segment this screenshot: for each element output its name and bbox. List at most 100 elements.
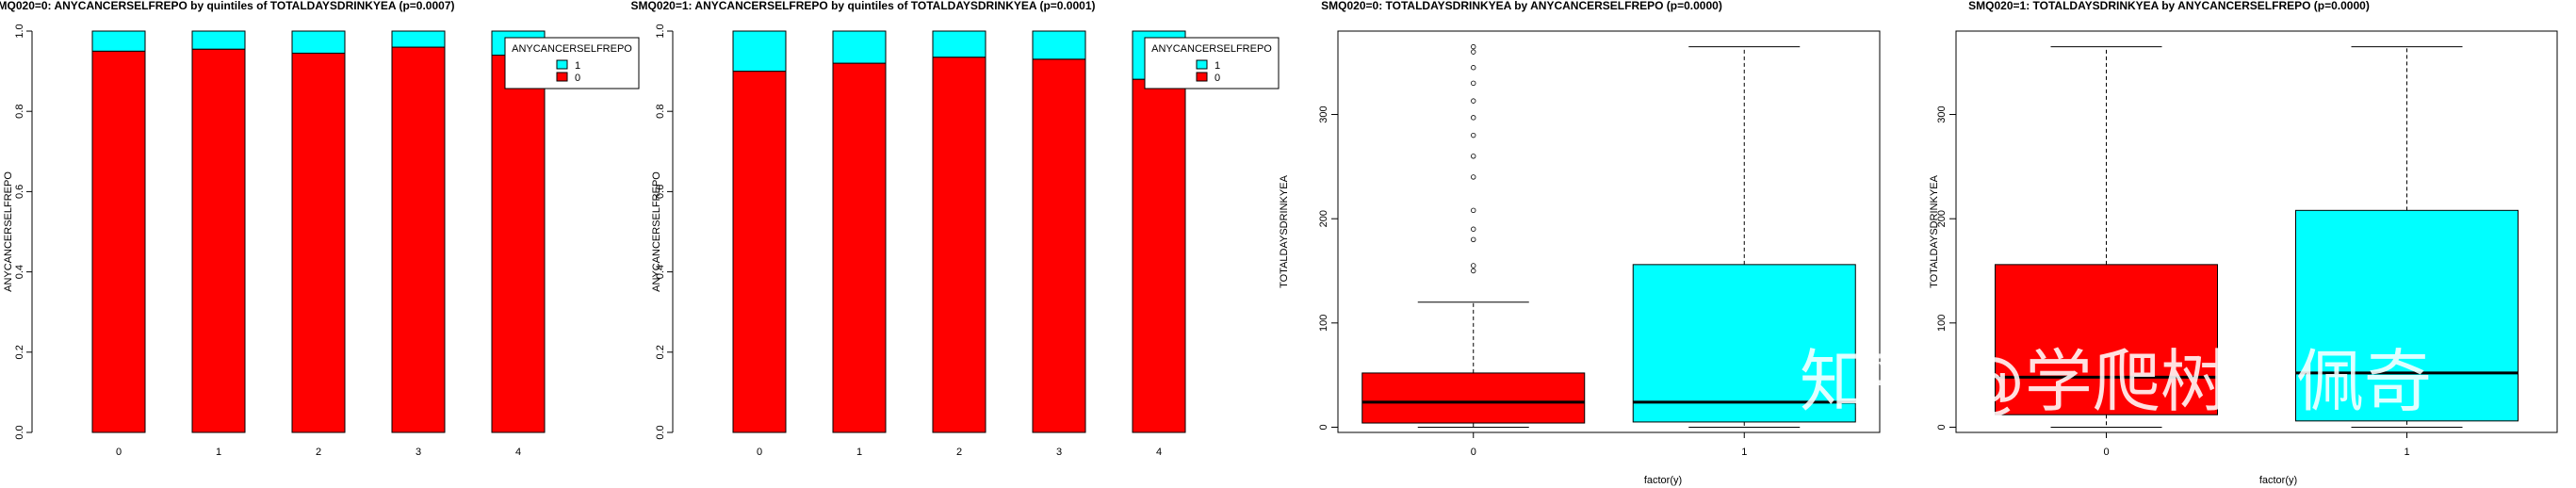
bar-segment-0 [91,50,146,433]
bar-segment-1 [291,30,346,54]
outlier-point [1471,174,1476,180]
box-0 [1995,264,2218,415]
y-tick-label: 100 [1936,315,1948,332]
y-tick-label: 1.0 [14,24,25,38]
outlier-point [1471,43,1476,50]
chart-title: SMQ020=1: ANYCANCERSELFREPO by quintiles… [631,0,1096,12]
x-tick-label: 2 [316,447,321,458]
bar-segment-0 [1032,58,1086,433]
legend-title: ANYCANCERSELFREPO [1151,43,1272,55]
y-tick-label: 100 [1318,315,1329,332]
box-1 [2295,209,2519,422]
bar-segment-0 [1132,78,1186,433]
outlier-point [1471,207,1476,214]
outlier-point [1471,236,1476,242]
chart-panel-2: SMQ020=1: ANYCANCERSELFREPO by quintiles… [631,0,1280,458]
outlier-point [1471,268,1476,274]
outlier-point [1471,154,1476,159]
y-axis-label: TOTALDAYSDRINKYEA [1929,174,1940,287]
y-tick-label: 0.2 [14,345,25,359]
outlier-point [1471,49,1476,55]
bar-segment-0 [732,71,787,433]
x-axis-label: factor(y) [1644,475,1682,486]
x-axis-label: factor(y) [2259,475,2297,486]
y-tick-label: 200 [1936,210,1948,227]
legend-entry: 1 [1215,60,1220,72]
legend-swatch [1196,72,1208,82]
chart-title: SMQ020=1: TOTALDAYSDRINKYEA by ANYCANCER… [1968,0,2370,12]
x-tick-label: 0 [116,447,122,458]
chart-panel-4: SMQ020=1: TOTALDAYSDRINKYEA by ANYCANCER… [1929,0,2558,486]
bar-segment-1 [732,30,787,73]
outlier-point [1471,226,1476,232]
x-tick-label: 4 [515,447,521,458]
x-tick-label: 1 [1741,447,1747,458]
x-tick-label: 1 [856,447,862,458]
y-tick-label: 0.6 [14,185,25,199]
outlier-point [1471,263,1476,268]
y-tick-label: 0 [1936,424,1948,430]
box-0 [1361,372,1586,424]
bar-segment-1 [1032,30,1086,60]
bar-segment-1 [91,30,146,52]
chart-title: SMQ020=0: ANYCANCERSELFREPO by quintiles… [0,0,454,12]
outlier-point [1471,98,1476,104]
bar-segment-0 [291,52,346,433]
watermark-text: 知乎 @学爬树的佩奇 [1800,342,2432,421]
x-tick-label: 1 [216,447,221,458]
legend-entry: 0 [575,73,580,84]
plot-frame [1337,30,1881,433]
x-tick-label: 0 [2103,447,2109,458]
bar-segment-1 [391,30,446,48]
y-tick-label: 0.6 [655,185,666,199]
outlier-point [1471,80,1476,87]
y-tick-label: 300 [1318,106,1329,122]
bar-segment-1 [191,30,246,50]
legend-entry: 0 [1215,73,1220,84]
y-tick-label: 0 [1318,424,1329,430]
outlier-point [1471,115,1476,121]
bar-segment-0 [391,46,446,433]
legend-entry: 1 [575,60,580,72]
y-tick-label: 0.0 [14,425,25,439]
bar-segment-0 [491,55,546,433]
chart-panel-3: SMQ020=0: TOTALDAYSDRINKYEA by ANYCANCER… [1279,0,1881,486]
legend-swatch [556,72,568,82]
x-tick-label: 3 [416,447,421,458]
y-tick-label: 200 [1318,210,1329,227]
legend-swatch [556,59,568,70]
legend-box [504,37,640,89]
chart-panel-1: SMQ020=0: ANYCANCERSELFREPO by quintiles… [0,0,640,458]
legend-title: ANYCANCERSELFREPO [512,43,632,55]
y-tick-label: 0.0 [655,425,666,439]
y-tick-label: 0.8 [14,105,25,119]
legend-swatch [1196,59,1208,70]
bar-segment-0 [832,62,887,433]
x-tick-label: 0 [1471,447,1476,458]
y-tick-label: 0.2 [655,345,666,359]
bar-segment-0 [932,57,986,433]
y-tick-label: 300 [1936,106,1948,122]
y-axis-label: ANYCANCERSELFREPO [651,171,662,292]
outlier-point [1471,132,1476,138]
x-tick-label: 2 [956,447,962,458]
plot-frame [1955,30,2558,433]
x-tick-label: 4 [1156,447,1162,458]
legend-box [1144,37,1280,89]
y-axis-label: TOTALDAYSDRINKYEA [1279,174,1290,287]
y-tick-label: 0.8 [655,105,666,119]
y-tick-label: 0.4 [655,265,666,279]
bar-segment-1 [932,30,986,58]
outlier-point [1471,65,1476,71]
x-tick-label: 1 [2404,447,2409,458]
x-tick-label: 3 [1056,447,1062,458]
box-1 [1632,264,1856,423]
bar-segment-0 [191,48,246,433]
bar-segment-1 [832,30,887,64]
y-axis-label: ANYCANCERSELFREPO [3,171,14,292]
y-tick-label: 0.4 [14,265,25,279]
x-tick-label: 0 [757,447,762,458]
chart-title: SMQ020=0: TOTALDAYSDRINKYEA by ANYCANCER… [1321,0,1722,12]
y-tick-label: 1.0 [655,24,666,38]
